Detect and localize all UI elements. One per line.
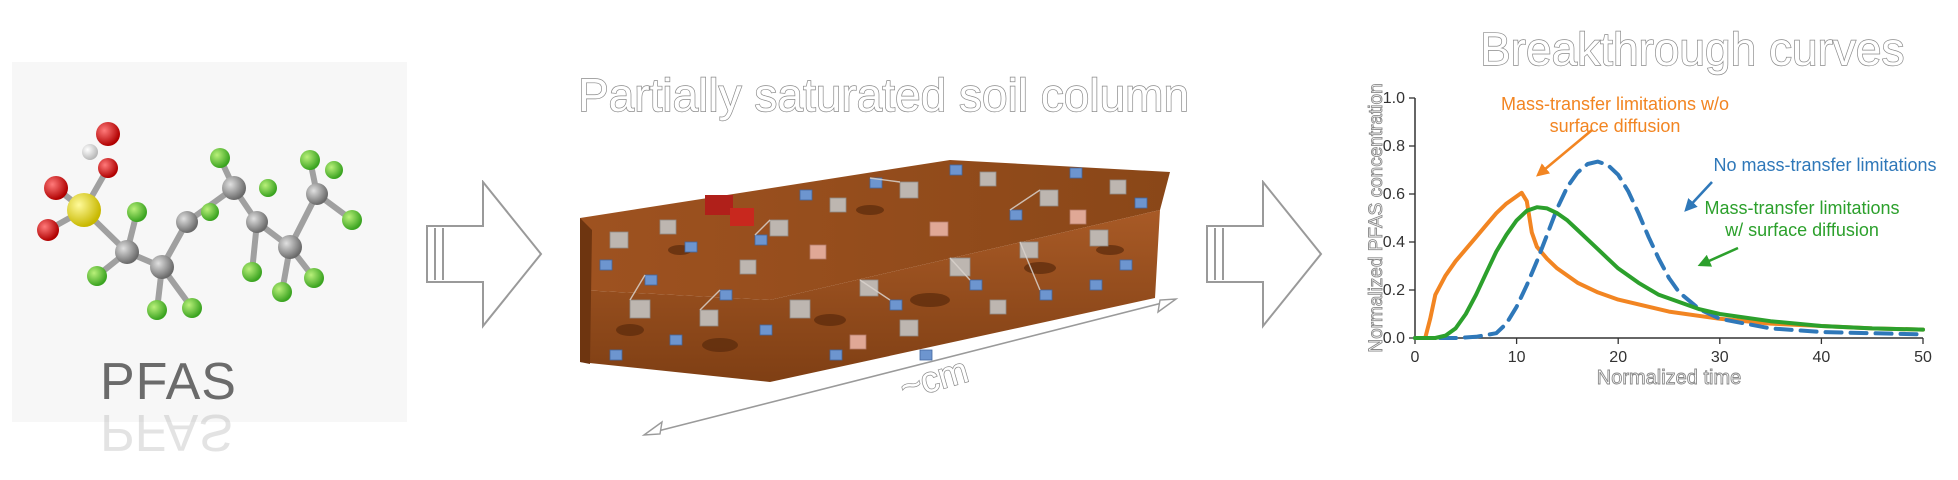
y-tick-label: 0.4 <box>1383 234 1405 251</box>
y-ticks: 0.0 0.2 0.4 0.6 0.8 1.0 <box>1383 90 1415 347</box>
annotation-arrow <box>1536 129 1593 177</box>
red-block <box>730 208 754 226</box>
x-tick-label: 40 <box>1813 349 1831 366</box>
annotation-line: Mass-transfer limitations <box>1704 198 1899 218</box>
pore-connections <box>629 177 1041 311</box>
salmon-blocks <box>809 209 1087 350</box>
x-ticks: 0 10 20 30 40 50 <box>1411 338 1932 366</box>
pfas-molecule <box>37 122 362 320</box>
annotation-arrow <box>1684 181 1713 212</box>
annotation-line: surface diffusion <box>1550 116 1681 136</box>
annotation-arrow <box>1697 246 1739 267</box>
x-tick-label: 30 <box>1711 349 1729 366</box>
annotation-no-mass-transfer: No mass-transfer limitations <box>1713 155 1936 175</box>
annotation-with-surface-diffusion: Mass-transfer limitations w/ surface diff… <box>1704 198 1899 240</box>
y-tick-label: 0.6 <box>1383 186 1405 203</box>
y-tick-label: 1.0 <box>1383 90 1405 107</box>
scale-double-arrow <box>641 298 1179 436</box>
molecule-panel <box>12 62 407 422</box>
x-tick-label: 50 <box>1914 349 1932 366</box>
chart-title: Breakthrough curves <box>1479 22 1905 75</box>
annotation-line: Mass-transfer limitations w/o <box>1501 94 1729 114</box>
pfas-label: PFAS <box>100 353 237 411</box>
series-line-no-surface-diffusion <box>1413 190 1925 340</box>
chart-annotations: Mass-transfer limitations w/o surface dif… <box>1501 94 1937 267</box>
annotation-line: w/ surface diffusion <box>1724 220 1879 240</box>
molecule-bonds <box>45 155 355 313</box>
x-tick-label: 20 <box>1609 349 1627 366</box>
red-block <box>705 195 733 215</box>
annotation-no-surface-diffusion: Mass-transfer limitations w/o surface dif… <box>1501 94 1729 136</box>
x-tick-label: 10 <box>1508 349 1526 366</box>
x-tick-label: 0 <box>1411 349 1420 366</box>
right-arrow-icon-1 <box>426 180 543 329</box>
y-axis-label: Normalized PFAS concentration <box>1366 83 1387 352</box>
breakthrough-chart: 0 10 20 30 40 50 0.0 0.2 0.4 0.6 0.8 1.0 Mass-tran… <box>1366 83 1937 390</box>
y-tick-label: 0.2 <box>1383 282 1405 299</box>
soil-column <box>580 160 1170 382</box>
series-line-no-mass-transfer <box>1413 159 1925 340</box>
y-tick-label: 0.0 <box>1383 330 1405 347</box>
air-bubbles <box>609 171 1127 337</box>
chart-axes <box>1414 98 1923 339</box>
water-pockets <box>599 164 1148 361</box>
series-line-with-surface-diffusion <box>1413 205 1925 340</box>
soil-column-title: Partially saturated soil column <box>577 68 1190 121</box>
x-axis-label: Normalized time <box>1597 367 1741 389</box>
soil-left-face <box>580 218 592 364</box>
annotation-line: No mass-transfer limitations <box>1713 155 1936 175</box>
pfas-label-reflection: PFAS <box>100 403 233 461</box>
right-arrow-icon-2 <box>1206 180 1323 329</box>
molecule-atoms <box>37 122 362 320</box>
chart-series <box>1413 159 1925 340</box>
y-tick-label: 0.8 <box>1383 138 1405 155</box>
